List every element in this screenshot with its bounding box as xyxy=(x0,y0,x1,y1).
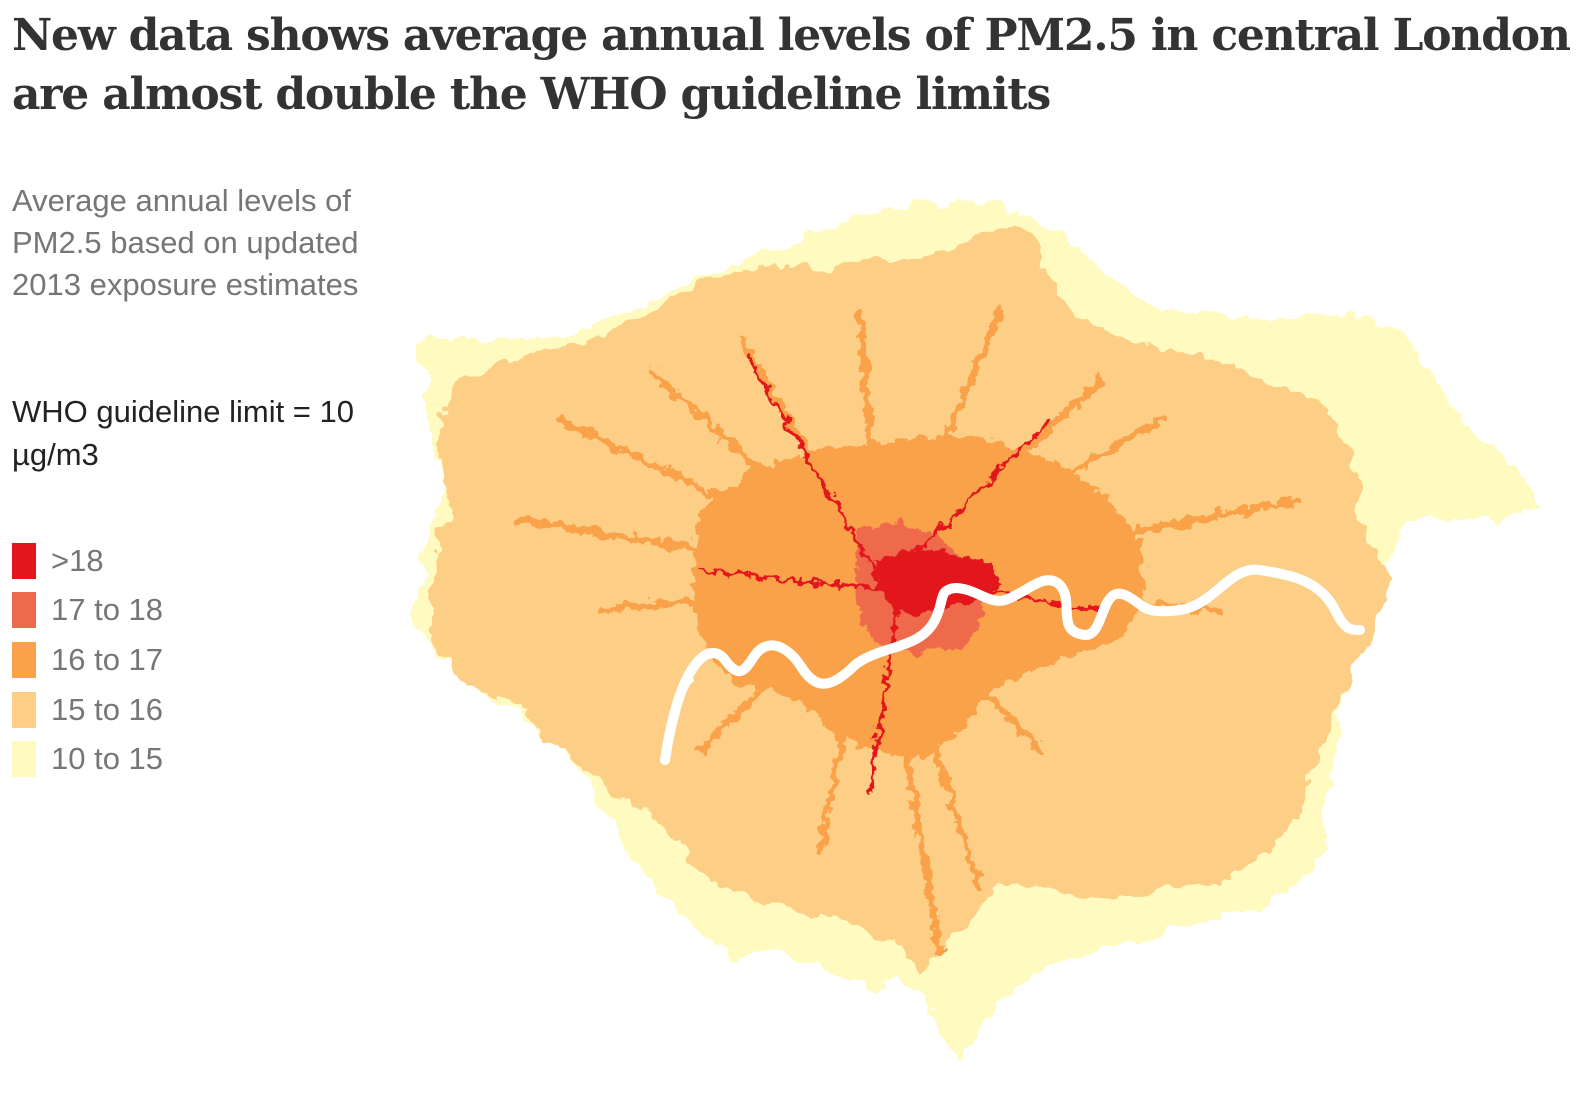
river-upper-tributary xyxy=(663,678,694,762)
legend-item-17-to-18: 17 to 18 xyxy=(12,586,163,636)
legend-item-10-to-15: 10 to 15 xyxy=(12,734,163,784)
legend-label-15-to-16: 15 to 16 xyxy=(51,691,164,727)
map-subtitle: Average annual levels of PM2.5 based on … xyxy=(12,183,359,302)
legend-swatch-16-to-17 xyxy=(12,641,36,678)
legend-swatch-10-to-15 xyxy=(12,741,36,778)
legend-swatch-17-to-18 xyxy=(12,592,36,629)
headline: New data shows average annual levels of … xyxy=(12,10,1571,120)
river-thames xyxy=(660,564,1365,765)
map-svg xyxy=(415,202,1540,1060)
legend-item-15-to-16: 15 to 16 xyxy=(12,685,163,735)
legend-label-over-18: >18 xyxy=(51,542,104,578)
legend-item-16-to-17: 16 to 17 xyxy=(12,635,163,685)
legend-item-over-18: >18 xyxy=(12,536,163,586)
legend-swatch-over-18 xyxy=(12,542,36,579)
legend-label-10-to-15: 10 to 15 xyxy=(51,741,164,777)
legend-label-16-to-17: 16 to 17 xyxy=(51,641,164,677)
who-guideline-note: WHO guideline limit = 10 µg/m3 xyxy=(12,394,354,472)
legend-label-17-to-18: 17 to 18 xyxy=(51,592,164,628)
legend-swatch-15-to-16 xyxy=(12,691,36,728)
london-pm25-map xyxy=(400,190,1560,1070)
legend: >18 17 to 18 16 to 17 15 to 16 10 to 15 xyxy=(12,536,163,784)
